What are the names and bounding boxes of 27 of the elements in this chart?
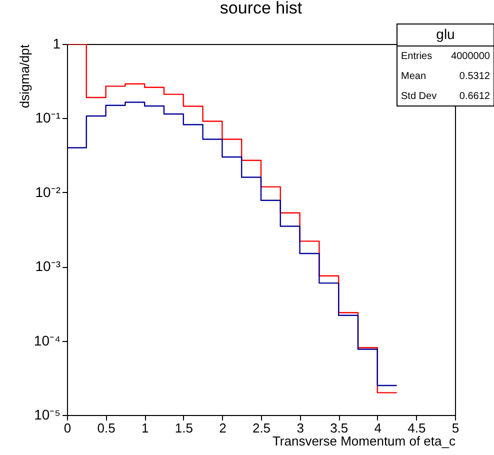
y-tick-label: 10⁻³ bbox=[35, 258, 61, 274]
x-tick-label: 3 bbox=[296, 420, 304, 436]
text: glu bbox=[436, 26, 455, 42]
x-tick-label: 2.5 bbox=[252, 420, 271, 436]
text: 0.5312 bbox=[459, 71, 490, 82]
chart-title: source hist bbox=[220, 0, 302, 18]
x-axis-title: Transverse Momentum of eta_c bbox=[272, 434, 456, 448]
y-tick-label: 10⁻⁴ bbox=[34, 332, 60, 348]
x-tick-label: 0.5 bbox=[97, 420, 116, 436]
annotation: Std Dev bbox=[401, 91, 437, 102]
x-tick-label: 1 bbox=[141, 420, 149, 436]
annotation: 4000000 bbox=[451, 51, 490, 62]
y-axis-title: dsigma/dpt bbox=[16, 44, 32, 108]
x-tick-label: 4 bbox=[374, 420, 382, 436]
x-tick-label: 0 bbox=[64, 420, 72, 436]
y-tick-label: 10⁻⁵ bbox=[34, 406, 60, 422]
y-tick-label: 1 bbox=[52, 36, 61, 52]
annotation: Entries bbox=[401, 51, 432, 62]
x-tick-label: 1.5 bbox=[174, 420, 193, 436]
annotation: Mean bbox=[401, 71, 426, 82]
x-tick-label: 4.5 bbox=[408, 420, 426, 436]
x-tick-label: 5 bbox=[452, 420, 460, 436]
text: 0.6612 bbox=[459, 91, 490, 102]
x-tick-label: 3.5 bbox=[330, 420, 348, 436]
y-tick-label: 10⁻² bbox=[35, 184, 61, 200]
x-tick-label: 2 bbox=[219, 420, 226, 436]
y-tick-label: 10⁻¹ bbox=[35, 110, 61, 126]
